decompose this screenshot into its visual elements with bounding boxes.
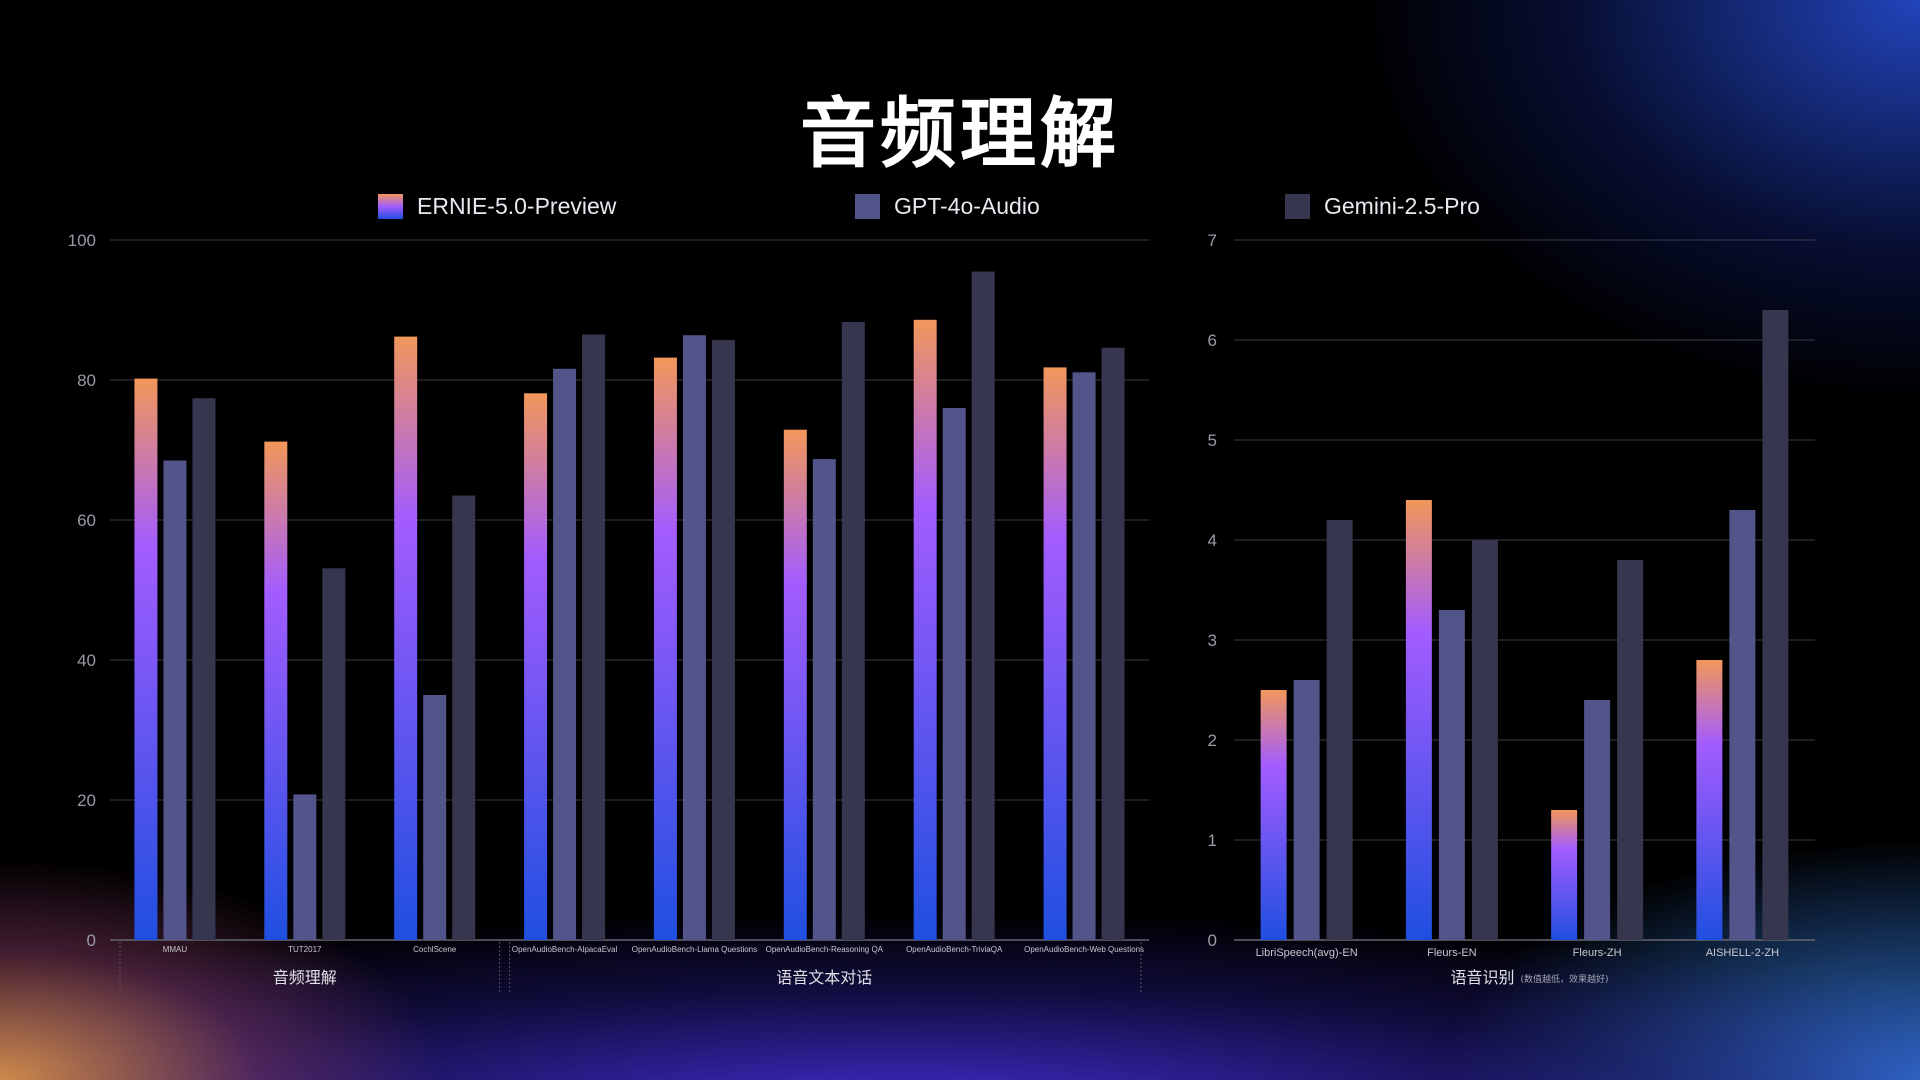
group-note: (数值越低，效果越好) xyxy=(1521,973,1609,985)
y-tick-label: 40 xyxy=(77,651,96,670)
legend-label: ERNIE-5.0-Preview xyxy=(417,193,617,219)
bar-ernie xyxy=(1260,690,1287,940)
bar-ernie xyxy=(1405,500,1432,940)
y-tick-label: 5 xyxy=(1208,431,1217,450)
y-tick-label: 3 xyxy=(1208,631,1217,650)
legend-swatch-gpt xyxy=(855,194,880,219)
legend-label: Gemini-2.5-Pro xyxy=(1324,193,1480,219)
y-tick-label: 0 xyxy=(87,931,96,950)
bar-gpt xyxy=(423,695,447,940)
bar-gpt xyxy=(293,794,317,940)
x-tick-label: OpenAudioBench-AlpacaEval xyxy=(512,945,618,954)
bar-gemini xyxy=(1101,347,1125,940)
y-tick-label: 60 xyxy=(77,511,96,530)
bar-ernie xyxy=(1551,810,1578,940)
x-tick-label: Fleurs-ZH xyxy=(1573,947,1622,959)
page-title: 音频理解 xyxy=(800,89,1120,178)
y-tick-label: 20 xyxy=(77,791,96,810)
bar-gemini xyxy=(841,321,865,940)
legend-item-gemini: Gemini-2.5-Pro xyxy=(1285,193,1480,220)
bar-gemini xyxy=(1762,310,1789,940)
bar-ernie xyxy=(394,336,418,941)
legend-item-ernie: ERNIE-5.0-Preview xyxy=(378,193,616,220)
bar-gemini xyxy=(582,334,606,940)
y-tick-label: 80 xyxy=(77,371,96,390)
group-label: 音频理解 xyxy=(273,968,337,987)
bar-ernie xyxy=(783,429,807,940)
x-tick-label: OpenAudioBench-Reasoning QA xyxy=(766,945,884,954)
bar-gemini xyxy=(971,271,995,940)
bar-gpt xyxy=(163,460,187,940)
group-label: 语音识别 xyxy=(1450,968,1514,987)
x-tick-label: OpenAudioBench-Web Questions xyxy=(1024,945,1144,954)
bar-gemini xyxy=(192,398,216,940)
bar-ernie xyxy=(1043,367,1067,940)
bar-ernie xyxy=(264,441,288,940)
y-tick-label: 7 xyxy=(1208,231,1217,250)
y-tick-label: 2 xyxy=(1208,731,1217,750)
legend-swatch-ernie xyxy=(378,194,403,219)
x-tick-label: Fleurs-EN xyxy=(1427,947,1477,959)
bar-gpt xyxy=(1293,680,1320,940)
bar-gpt xyxy=(812,459,836,940)
bar-gemini xyxy=(1471,540,1498,940)
y-tick-label: 4 xyxy=(1208,531,1217,550)
bar-gemini xyxy=(322,568,346,940)
y-tick-label: 6 xyxy=(1208,331,1217,350)
group-label: 语音文本对话 xyxy=(776,968,872,987)
x-tick-label: OpenAudioBench-TriviaQA xyxy=(906,945,1003,954)
y-tick-label: 100 xyxy=(68,231,96,250)
bar-gemini xyxy=(452,495,476,940)
bar-gpt xyxy=(942,408,966,940)
bar-ernie xyxy=(653,357,677,941)
bar-gemini xyxy=(1617,560,1644,940)
bar-ernie xyxy=(524,393,548,940)
bar-gemini xyxy=(711,340,735,941)
y-tick-label: 1 xyxy=(1208,831,1217,850)
bar-gpt xyxy=(682,335,706,940)
x-tick-label: LibriSpeech(avg)-EN xyxy=(1256,947,1358,959)
bar-ernie xyxy=(913,319,937,940)
bar-gpt xyxy=(1072,372,1096,940)
bar-gpt xyxy=(1729,510,1756,940)
y-tick-label: 0 xyxy=(1208,931,1217,950)
x-tick-label: AISHELL-2-ZH xyxy=(1706,947,1779,959)
legend-label: GPT-4o-Audio xyxy=(894,193,1040,219)
x-tick-label: TUT2017 xyxy=(288,945,322,954)
legend-swatch-gemini xyxy=(1285,194,1310,219)
bar-gpt xyxy=(1584,700,1611,940)
bar-ernie xyxy=(1696,660,1723,940)
x-tick-label: MMAU xyxy=(163,945,188,954)
x-tick-label: OpenAudioBench-Llama Questions xyxy=(632,945,757,954)
bar-gpt xyxy=(553,368,577,940)
legend-item-gpt: GPT-4o-Audio xyxy=(855,193,1040,220)
bar-gpt xyxy=(1438,610,1465,940)
bar-gemini xyxy=(1326,520,1353,940)
bar-ernie xyxy=(134,378,158,941)
x-tick-label: CochlScene xyxy=(413,945,457,954)
